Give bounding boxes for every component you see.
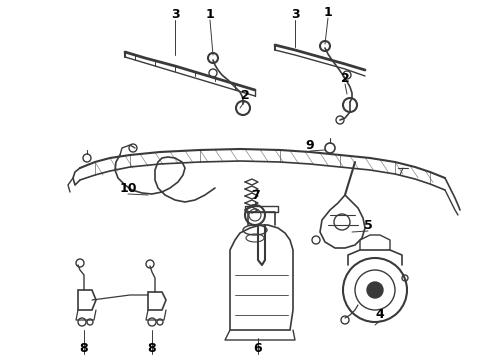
Text: 3: 3 [171,8,179,21]
Text: 6: 6 [254,342,262,355]
Text: 8: 8 [147,342,156,355]
Text: 5: 5 [364,219,372,231]
Text: 8: 8 [80,342,88,355]
Text: 2: 2 [341,72,349,85]
Text: 2: 2 [241,89,249,102]
Text: 1: 1 [206,8,215,21]
Circle shape [367,282,383,298]
Text: 4: 4 [376,309,384,321]
Text: 3: 3 [291,8,299,21]
Text: 10: 10 [119,181,137,194]
Text: 7: 7 [250,189,259,202]
Text: 1: 1 [323,5,332,18]
Text: 9: 9 [306,139,314,152]
